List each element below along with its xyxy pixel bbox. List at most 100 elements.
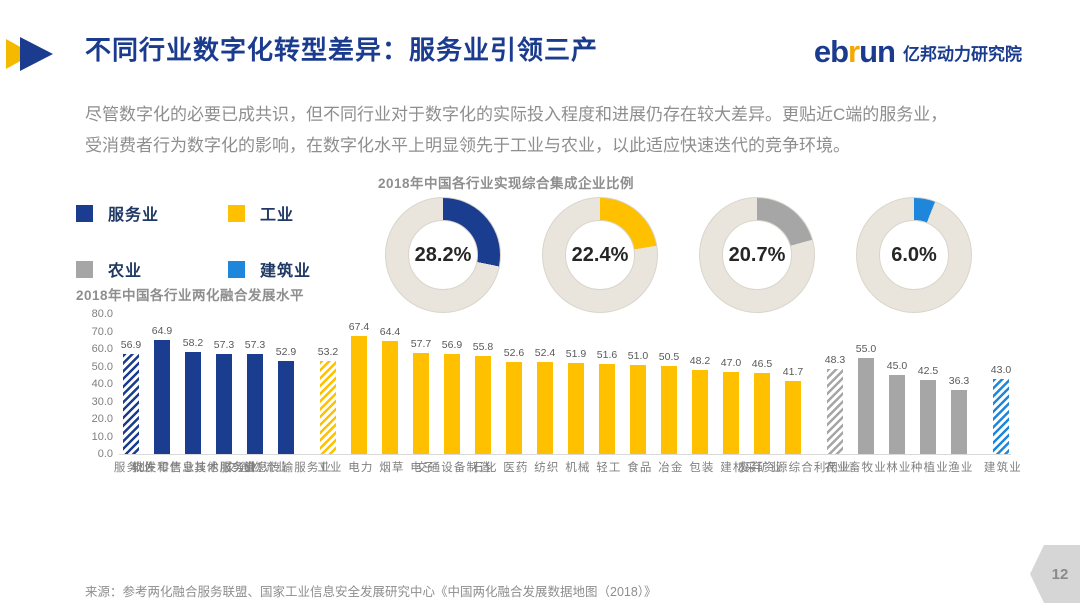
bar-value-label: 36.3 [948,375,970,388]
bar-group-农业: 48.3 农业 55.0 畜牧业 45.0 林业 42.5 种植业 36.3 渔业 [823,314,972,475]
donut-工业: 22.4% [542,197,658,313]
bar-食品 [630,364,646,454]
bar-建筑业 [993,378,1009,454]
legend-item-建筑业: 建筑业 [228,257,380,281]
y-tick-label: 0.0 [97,448,113,460]
donut-value-label: 6.0% [891,243,937,266]
bar-column-废弃资源综合利用业: 41.7 废弃资源综合利用业 [737,314,850,474]
x-axis-label: 机械 [564,461,589,475]
x-axis-label: 石化 [471,461,496,475]
bar-烟草 [382,341,398,454]
bar-column-渔业: 36.3 渔业 [947,314,972,474]
donut-chart-title: 2018年中国各行业实现综合集成企业比例 [378,176,635,191]
x-axis-label: 工业 [316,461,341,475]
y-tick-label: 80.0 [91,308,113,320]
bar-value-label: 58.2 [182,337,204,350]
logo-wordmark: ebrun [813,34,896,69]
bar-信息传输服务业 [278,361,294,454]
bar-冶金 [661,365,677,454]
bar-种植业 [920,379,936,454]
bar-column-食品: 51.0 食品 [626,314,651,475]
legend-swatch [76,260,93,278]
donut-value-label: 28.2% [414,243,472,266]
y-tick-label: 10.0 [91,430,113,443]
x-axis-label: 采矿业 [743,461,781,475]
bar-value-label: 51.0 [627,349,649,362]
y-tick-label: 20.0 [91,413,113,425]
bar-value-label: 42.5 [917,364,939,377]
page-number: 12 [1051,565,1069,583]
bar-column-工业: 53.2 工业 [316,314,341,475]
bar-column-农业: 48.3 农业 [823,314,848,474]
x-axis-label: 医药 [502,461,527,475]
bar-电子 [413,353,429,454]
bar-value-label: 55.0 [855,342,877,355]
bar-group-服务业: 56.9 服务业 64.9 批发零售业 58.2 软件和信息技术服务业 57.3 其他服务业 5… [113,314,331,474]
brand-logo: ebrun 亿邦动力研究院 [814,34,1022,70]
bar-value-label: 45.0 [886,360,908,373]
bar-轻工 [599,363,615,454]
x-axis-label: 建材 [719,461,744,475]
bar-column-电子: 57.7 电子 [409,314,434,474]
x-axis-label: 交通设备制造 [414,461,490,475]
legend-label: 工业 [260,207,295,224]
bar-医药 [506,361,522,454]
bar-value-label: 52.9 [275,346,297,359]
bar-交通设备制造 [444,354,460,454]
y-tick-label: 60.0 [91,343,113,355]
donut-value-label: 20.7% [728,243,786,266]
bar-value-label: 64.9 [151,325,173,338]
bar-value-label: 52.6 [503,346,525,359]
donut-建筑业: 6.0% [856,197,972,313]
bar-value-label: 48.3 [824,354,846,367]
legend-label: 农业 [108,263,143,280]
donut-农业: 20.7% [699,197,815,313]
double-chevron-icon [6,37,53,71]
x-axis-label: 服务业 [112,461,150,475]
page-marker: 12 [1030,545,1080,603]
y-tick-label: 50.0 [91,360,113,373]
bar-value-label: 43.0 [990,363,1012,376]
donut-服务业: 28.2% [385,197,501,313]
bar-column-种植业: 42.5 种植业 [910,314,947,475]
donut-hole: 22.4% [565,220,635,290]
y-tick-label: 40.0 [91,378,113,390]
legend-item-农业: 农业 [76,257,228,281]
intro-paragraph: 尽管数字化的必要已成共识，但不同行业对于数字化的实际投入程度和进展仍存在较大差异… [85,99,1025,162]
bar-批发零售业 [154,340,170,454]
bar-group-工业: 53.2 工业 67.4 电力 64.4 烟草 57.7 电子 56.9 交通设备制造 55.8 石化… [316,314,850,475]
x-axis-label: 其他服务业 [193,461,256,475]
x-axis-label: 批发零售业 [131,461,194,475]
bar-chart: 0.0 10.0 20.0 30.0 40.0 50.0 60.0 70.0 80.0 56.9… [75,308,1025,602]
x-axis-label: 软件和信息技术服务业 [130,461,257,475]
x-axis-label: 电力 [347,461,372,475]
y-tick-label: 30.0 [91,395,113,408]
bar-value-label: 67.4 [348,321,370,334]
bar-value-label: 55.8 [472,341,494,354]
bar-column-林业: 45.0 林业 [885,314,910,474]
y-tick-label: 70.0 [91,325,113,338]
donut-hole: 6.0% [879,220,949,290]
bar-value-label: 48.2 [689,354,711,367]
bar-column-信息传输服务业: 52.9 信息传输服务业 [242,314,330,474]
x-axis-label: 纺织 [533,461,558,475]
donut-value-label: 22.4% [571,243,629,266]
y-axis: 0.0 10.0 20.0 30.0 40.0 50.0 60.0 70.0 80.0 [75,308,113,460]
x-axis-label: 林业 [885,461,910,475]
bar-column-轻工: 51.6 轻工 [595,314,620,475]
bar-value-label: 51.9 [565,348,587,361]
bar-工业 [320,360,336,454]
bar-column-交通设备制造: 56.9 交通设备制造 [415,314,490,474]
bar-column-电力: 67.4 电力 [347,314,372,474]
bar-农业 [827,369,843,454]
bar-value-label: 57.7 [410,338,432,351]
bar-column-畜牧业: 55.0 畜牧业 [848,314,885,475]
x-axis-label: 建筑业 [982,461,1020,475]
legend-swatch [228,204,245,222]
x-axis-label: 交通物流业 [224,461,287,475]
legend-swatch [228,260,245,278]
bar-纺织 [537,362,553,454]
bar-包装 [692,369,708,454]
x-axis-label: 种植业 [909,461,947,475]
